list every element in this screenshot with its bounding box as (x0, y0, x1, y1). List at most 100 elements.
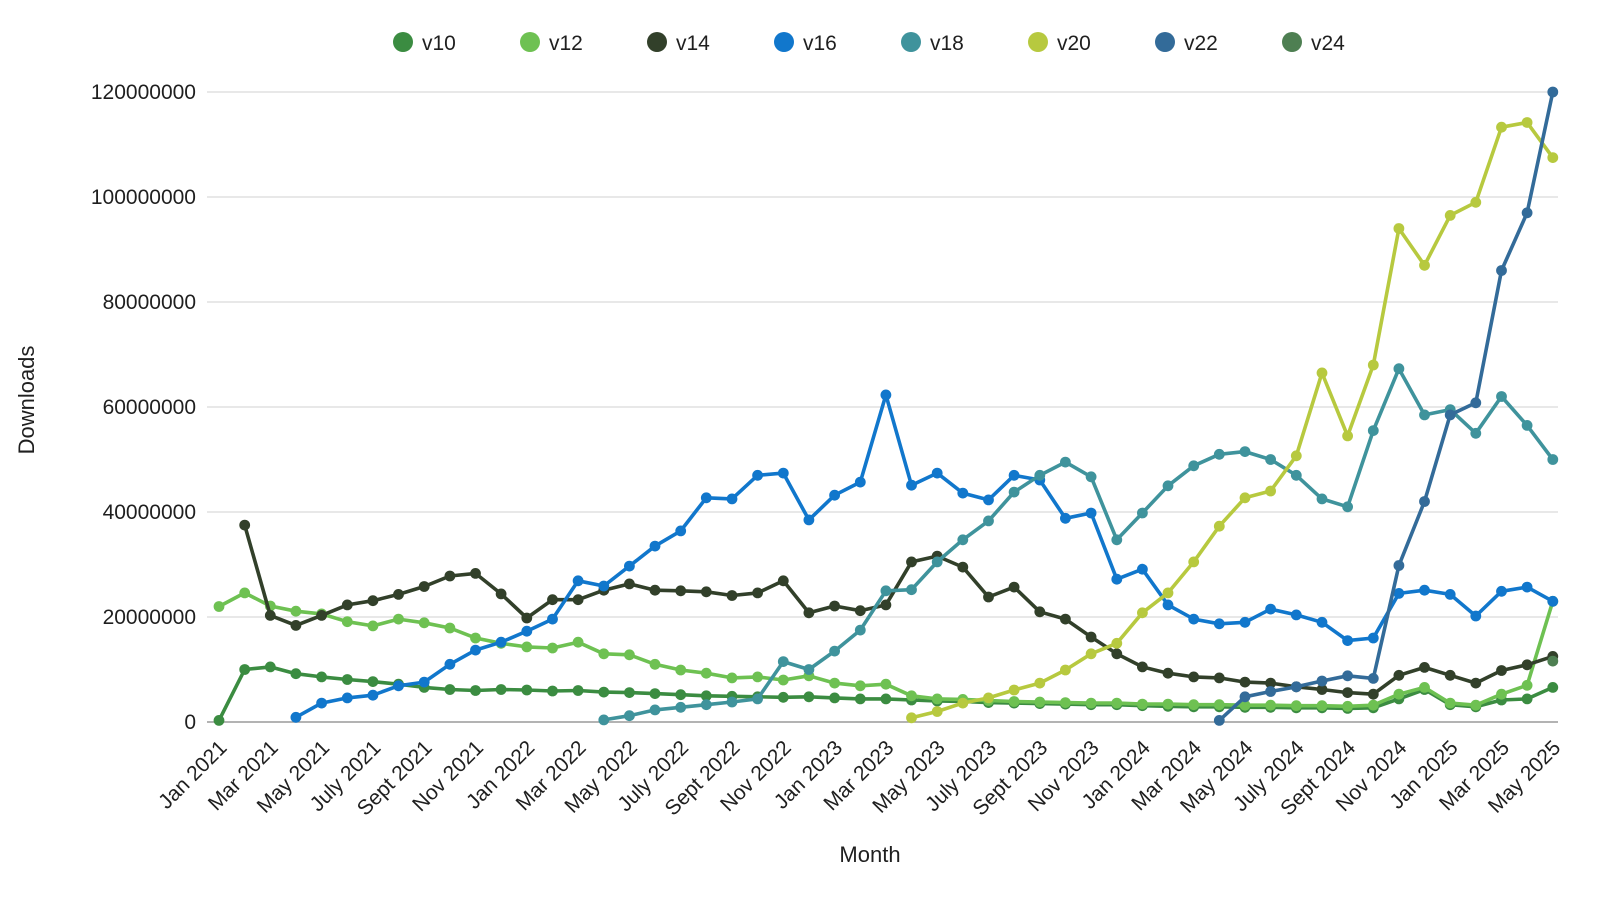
legend-swatch-v10-icon (393, 32, 413, 52)
data-point-v20 (1393, 223, 1405, 234)
data-point-v18 (624, 710, 635, 722)
data-point-v16 (726, 493, 738, 505)
data-point-v16 (1444, 589, 1456, 600)
data-point-v12 (1162, 698, 1174, 710)
data-point-v22 (1213, 715, 1225, 726)
data-point-v16 (572, 575, 584, 587)
data-point-v14 (675, 585, 687, 597)
data-point-v14 (1521, 659, 1533, 671)
data-point-v14 (906, 556, 917, 568)
data-point-v20 (1034, 677, 1046, 689)
legend-label-v22: v22 (1184, 32, 1218, 55)
legend-swatch-v14-icon (647, 32, 667, 52)
data-point-v16 (1060, 512, 1071, 524)
data-point-v12 (931, 693, 943, 705)
data-point-v18 (854, 624, 866, 636)
data-point-v10 (803, 691, 815, 703)
data-point-v12 (1342, 700, 1353, 712)
y-tick-label: 60000000 (103, 396, 196, 419)
data-point-v16 (906, 479, 917, 491)
legend-item-v12[interactable]: v12 (520, 32, 583, 55)
data-point-v10 (213, 715, 225, 726)
data-point-v20 (1290, 450, 1302, 462)
data-point-v14 (316, 610, 327, 621)
data-point-v10 (624, 687, 635, 698)
data-point-v12 (213, 601, 225, 612)
y-tick-label: 20000000 (103, 606, 196, 629)
data-point-v12 (547, 642, 558, 654)
data-point-v14 (1239, 676, 1251, 688)
data-point-v16 (418, 676, 430, 688)
data-point-v16 (290, 711, 302, 723)
data-point-v16 (752, 469, 763, 481)
legend-item-v10[interactable]: v10 (393, 32, 456, 55)
data-point-v14 (1111, 648, 1123, 660)
data-point-v14 (1008, 581, 1020, 593)
data-point-v10 (1521, 693, 1533, 705)
data-point-v12 (598, 648, 610, 660)
data-point-v18 (1419, 409, 1430, 421)
data-point-v10 (264, 661, 276, 673)
data-point-v18 (803, 664, 815, 675)
data-point-v12 (1034, 696, 1046, 708)
data-point-v16 (1265, 603, 1276, 615)
data-point-v12 (624, 649, 635, 661)
data-point-v20 (1419, 259, 1430, 271)
data-point-v10 (572, 685, 584, 696)
data-point-v20 (1367, 359, 1379, 371)
data-point-v18 (1521, 420, 1533, 431)
series-line-v22 (1217, 90, 1555, 723)
data-point-v12 (829, 677, 840, 689)
data-point-v16 (495, 636, 507, 648)
data-point-v12 (572, 636, 584, 648)
data-point-v12 (1367, 699, 1379, 711)
data-point-v16 (1290, 609, 1302, 621)
legend-item-v20[interactable]: v20 (1028, 32, 1091, 55)
data-point-v10 (444, 684, 456, 695)
data-point-v18 (1034, 469, 1046, 481)
data-point-v12 (1213, 699, 1225, 711)
data-point-v12 (1188, 699, 1200, 711)
data-point-v14 (880, 599, 892, 611)
data-point-v20 (957, 697, 969, 709)
series-v24 (1547, 655, 1559, 667)
data-point-v16 (444, 658, 456, 670)
data-point-v12 (1137, 698, 1148, 710)
data-point-v14 (547, 594, 558, 606)
data-point-v18 (649, 704, 661, 716)
legend-item-v24[interactable]: v24 (1282, 32, 1345, 55)
data-point-v22 (1470, 397, 1482, 409)
data-point-v16 (1316, 616, 1328, 628)
data-point-v16 (1470, 610, 1482, 622)
legend-item-v22[interactable]: v22 (1155, 32, 1218, 55)
series-line-v16 (294, 393, 1555, 720)
data-point-v18 (726, 696, 738, 708)
data-point-v10 (547, 685, 558, 697)
data-point-v12 (1085, 697, 1097, 709)
data-point-v14 (1085, 631, 1097, 643)
data-point-v22 (1393, 560, 1405, 571)
data-point-v10 (521, 684, 533, 696)
data-point-v14 (803, 607, 815, 619)
legend-label-v20: v20 (1057, 32, 1091, 55)
data-point-v18 (1162, 480, 1174, 492)
data-point-v20 (1521, 117, 1533, 128)
data-point-v14 (341, 599, 353, 611)
data-point-v20 (1060, 664, 1071, 676)
series-v16 (290, 389, 1559, 723)
data-point-v14 (700, 586, 712, 598)
data-point-v14 (367, 595, 379, 607)
legend-swatch-v12-icon (520, 32, 540, 52)
legend-item-v16[interactable]: v16 (774, 32, 837, 55)
data-point-v12 (1239, 699, 1251, 711)
data-point-v16 (316, 697, 327, 709)
data-point-v10 (700, 690, 712, 702)
data-point-v18 (1137, 507, 1148, 519)
data-point-v20 (983, 692, 994, 704)
legend-item-v18[interactable]: v18 (901, 32, 964, 55)
legend-item-v14[interactable]: v14 (647, 32, 710, 55)
data-point-v14 (983, 591, 994, 603)
data-point-v14 (1419, 662, 1430, 673)
y-tick-label: 80000000 (103, 291, 196, 314)
data-point-v18 (983, 515, 994, 527)
